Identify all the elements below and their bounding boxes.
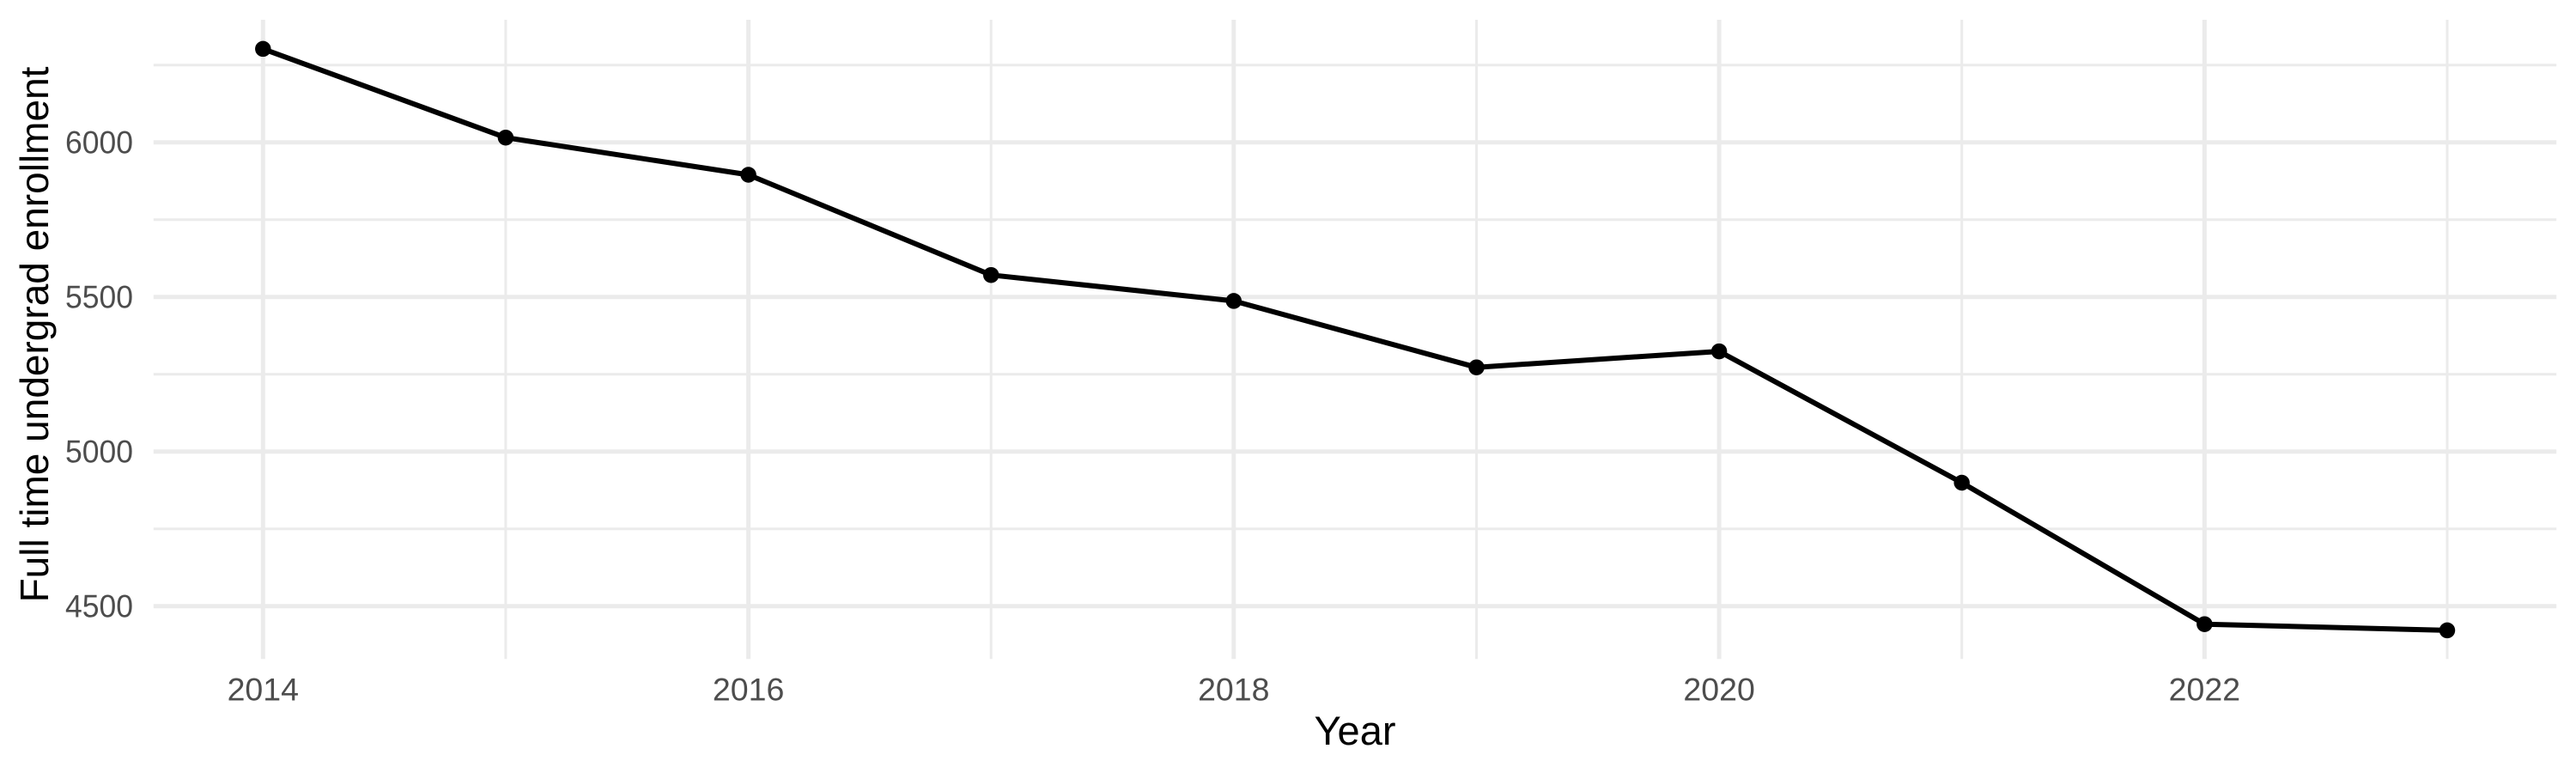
svg-text:4500: 4500 [65,588,133,624]
svg-text:2020: 2020 [1683,671,1754,707]
svg-text:5000: 5000 [65,434,133,470]
svg-text:2022: 2022 [2169,671,2240,707]
svg-text:2014: 2014 [228,671,299,707]
svg-text:6000: 6000 [65,125,133,161]
svg-text:2018: 2018 [1198,671,1269,707]
svg-text:Year: Year [1315,708,1396,753]
svg-text:Full time undergrad enrollment: Full time undergrad enrollment [12,66,57,602]
svg-text:5500: 5500 [65,279,133,315]
svg-text:2016: 2016 [713,671,784,707]
